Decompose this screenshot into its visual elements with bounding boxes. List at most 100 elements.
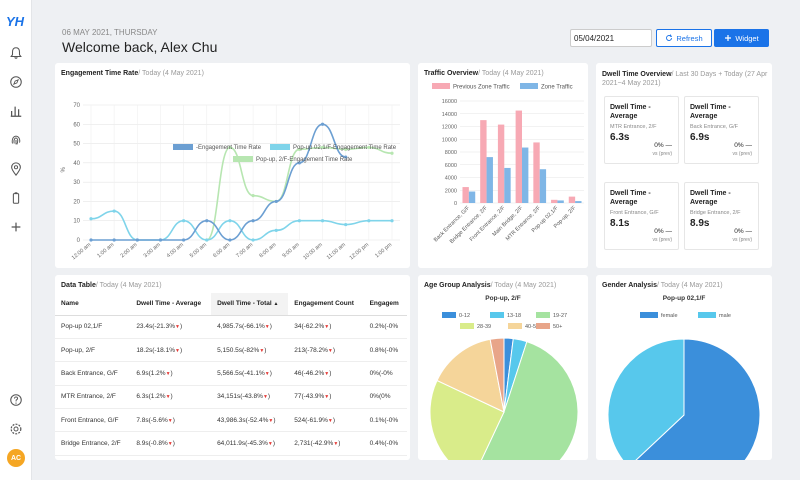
table-row[interactable]: Bridge Entrance, 2/F 8.9s(-0.8%▼) 64,011… — [55, 431, 407, 456]
trend-down-icon: ▼ — [264, 370, 270, 377]
stat-location: MTR Entrance, 2/F — [610, 124, 657, 130]
legend-swatch — [490, 312, 504, 318]
pie-slice — [480, 340, 579, 460]
settings-icon[interactable] — [9, 422, 23, 436]
trend-down-icon: ▼ — [327, 347, 333, 354]
traffic-chart: 0200040006000800010000120001400016000Bac… — [432, 83, 584, 245]
y-tick-label: 0 — [454, 201, 457, 207]
refresh-icon — [666, 34, 673, 41]
x-tick-label: 3:00 am — [143, 242, 162, 260]
battery-icon[interactable] — [9, 191, 23, 205]
data-point — [251, 194, 255, 198]
data-point — [228, 145, 232, 150]
add-widget-button[interactable]: Widget — [714, 29, 769, 47]
bar — [497, 124, 505, 203]
legend-label: 13-18 — [507, 313, 521, 319]
trend-down-icon: ▼ — [165, 370, 171, 377]
cell-name: Pop-up, 2/F — [55, 338, 131, 363]
table-row[interactable]: MTR Entrance, 2/F 6.3s(1.2%▼) 34,151s(-4… — [55, 385, 407, 410]
legend-swatch — [442, 312, 456, 318]
data-point — [89, 238, 93, 242]
x-tick-label: 12:00 pm — [349, 242, 371, 262]
bar — [568, 196, 576, 203]
data-point — [320, 145, 325, 150]
bar — [468, 191, 476, 203]
y-tick-label: 30 — [73, 180, 80, 186]
cell-dwell-total: 64,011.9s(-45.3%▼) — [211, 431, 289, 456]
y-tick-label: 40 — [73, 161, 80, 167]
refresh-label: Refresh — [676, 33, 703, 43]
stat-location: Back Entrance, G/F — [690, 124, 738, 130]
bell-icon[interactable] — [9, 46, 23, 60]
location-pin-icon[interactable] — [9, 162, 23, 176]
stat-change: 0% — — [654, 228, 672, 235]
stat-title: Dwell Time - Average — [610, 190, 651, 206]
trend-down-icon: ▼ — [259, 347, 265, 354]
cell-engagement-count: 46(-46.2%▼) — [288, 361, 364, 386]
trend-down-icon: ▼ — [267, 441, 273, 448]
trend-down-icon: ▼ — [324, 370, 330, 377]
table-row[interactable]: Pop-up 02,1/F 23.4s(-21.3%▼) 4,985.7s(-6… — [55, 315, 407, 339]
col-header-dwell-avg[interactable]: Dwell Time - Average — [130, 293, 212, 316]
data-point — [228, 219, 232, 223]
stat-compare-label: vs (prev) — [652, 237, 672, 243]
legend-label: female — [661, 313, 678, 319]
age-group-chart: Pop-up, 2/F 0-12 13-18 19-27 28-39 40-50 50+ — [429, 295, 579, 460]
sidebar: YH AC — [0, 0, 32, 480]
pie-slice — [429, 379, 505, 460]
table-row[interactable]: Pop-up, 2/F 18.2s(-18.1%▼) 5,150.5s(-82%… — [55, 338, 407, 363]
sort-asc-icon: ▲ — [273, 301, 279, 308]
cell-engagement-count: 213(-78.2%▼) — [288, 338, 364, 363]
data-point — [344, 147, 348, 151]
trend-down-icon: ▼ — [165, 394, 171, 401]
table-row[interactable]: Back Entrance, G/F 6.9s(1.2%▼) 5,566.5s(… — [55, 361, 407, 386]
legend-label: 50+ — [553, 324, 562, 330]
data-point — [158, 238, 163, 242]
trend-down-icon: ▼ — [268, 417, 274, 424]
compass-icon[interactable] — [9, 75, 23, 89]
data-point — [297, 161, 301, 165]
engagement-title: Engagement Time Rate/ Today (4 May 2021) — [61, 70, 204, 77]
bar — [515, 110, 522, 203]
col-header-engagement-count[interactable]: Engagement Count — [288, 293, 364, 316]
dwell-stat-box[interactable]: Dwell Time - Average Bridge Entrance, 2/… — [684, 182, 759, 250]
dwell-stat-box[interactable]: Dwell Time - Average Back Entrance, G/F … — [684, 96, 759, 164]
trend-down-icon: ▼ — [327, 417, 333, 424]
data-point — [205, 219, 209, 223]
refresh-button[interactable]: Refresh — [656, 29, 712, 47]
legend-label: 40-50 — [525, 324, 539, 330]
y-tick-label: 12000 — [442, 125, 457, 131]
dwell-stat-box[interactable]: Dwell Time - Average MTR Entrance, 2/F 6… — [604, 96, 679, 164]
engagement-chart: 0 10 20 30 40 50 60 70 12:00 am 1:00 am 2:00 am 3:0… — [61, 103, 400, 262]
data-point — [89, 217, 93, 221]
help-icon[interactable] — [9, 393, 23, 407]
fingerprint-icon[interactable] — [9, 133, 23, 147]
col-header-name[interactable]: Name — [55, 293, 131, 316]
y-tick-label: 2000 — [445, 188, 457, 194]
bar-chart-icon[interactable] — [9, 104, 23, 118]
col-header-dwell-total[interactable]: Dwell Time - Total ▲ — [211, 293, 289, 316]
table-row[interactable]: Front Entrance, G/F 7.8s(-5.6%▼) 43,986.… — [55, 408, 407, 433]
y-tick-label: 16000 — [442, 99, 457, 105]
bar — [480, 120, 487, 203]
avatar[interactable]: AC — [7, 449, 25, 467]
pie-slice — [489, 337, 505, 413]
page-title: Welcome back, Alex Chu — [62, 39, 218, 55]
cell-engagement-count: 524(-61.9%▼) — [288, 408, 364, 433]
dwell-stat-box[interactable]: Dwell Time - Average Front Entrance, G/F… — [604, 182, 679, 250]
col-header-engagement[interactable]: Engagem — [363, 293, 407, 316]
stat-compare-label: vs (prev) — [652, 151, 672, 157]
x-tick-label: 9:00 am — [282, 242, 301, 260]
cell-dwell-avg: 23.4s(-21.3%▼) — [130, 315, 212, 339]
header-date: 06 MAY 2021, THURSDAY — [62, 28, 158, 37]
date-picker-input[interactable] — [570, 29, 652, 47]
x-tick-label: 8:00 am — [258, 242, 277, 260]
cell-engagement: 0.1%(-0% — [363, 408, 407, 433]
legend-swatch — [460, 323, 474, 329]
x-tick-label: 10:00 am — [302, 242, 324, 262]
series-line — [90, 123, 346, 241]
y-tick-label: 20 — [73, 199, 80, 205]
legend-swatch — [508, 323, 522, 329]
app-logo[interactable]: YH — [6, 14, 25, 29]
plus-icon[interactable] — [9, 220, 23, 234]
